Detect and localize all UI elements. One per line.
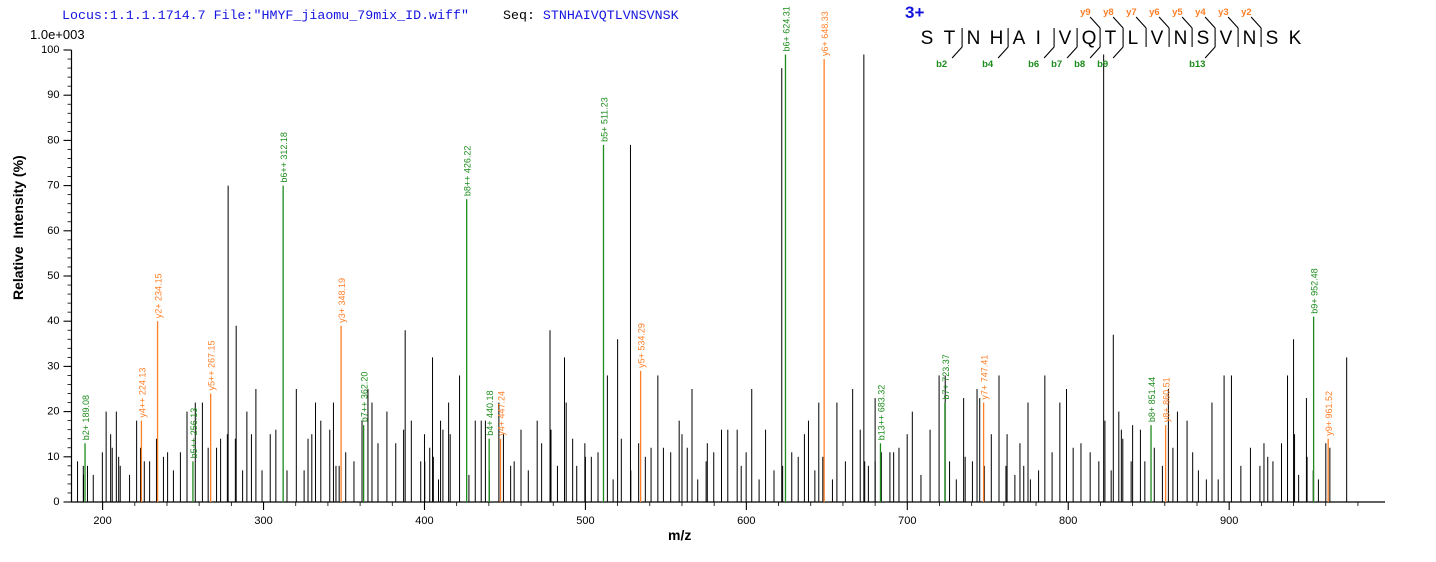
svg-text:30: 30 <box>47 360 59 372</box>
svg-text:b7+ 723.37: b7+ 723.37 <box>941 354 951 399</box>
svg-text:800: 800 <box>1059 515 1077 527</box>
svg-text:b7++ 362.20: b7++ 362.20 <box>360 372 370 423</box>
svg-text:10: 10 <box>47 451 59 463</box>
svg-text:y4+ 447.24: y4+ 447.24 <box>497 391 507 436</box>
svg-text:b13++ 683.32: b13++ 683.32 <box>876 385 886 441</box>
svg-text:b7: b7 <box>1051 59 1062 70</box>
svg-text:500: 500 <box>576 515 594 527</box>
svg-text:y4++ 224.13: y4++ 224.13 <box>137 368 147 418</box>
svg-text:40: 40 <box>47 315 59 327</box>
svg-text:300: 300 <box>254 515 272 527</box>
svg-text:b5+ 511.23: b5+ 511.23 <box>599 97 609 142</box>
svg-text:b2: b2 <box>936 59 947 70</box>
svg-text:900: 900 <box>1220 515 1238 527</box>
svg-text:90: 90 <box>47 89 59 101</box>
svg-text:y6+ 648.33: y6+ 648.33 <box>820 11 830 56</box>
svg-text:b9: b9 <box>1097 59 1108 70</box>
svg-text:y8+ 860.51: y8+ 860.51 <box>1162 377 1172 422</box>
svg-text:y5++ 267.15: y5++ 267.15 <box>207 340 217 390</box>
svg-text:b13: b13 <box>1189 59 1205 70</box>
svg-text:b8++ 426.22: b8++ 426.22 <box>463 146 473 197</box>
svg-text:b4+ 440.18: b4+ 440.18 <box>485 390 495 435</box>
svg-text:700: 700 <box>898 515 916 527</box>
svg-text:y5: y5 <box>1172 7 1183 18</box>
svg-text:200: 200 <box>93 515 111 527</box>
svg-text:y5+ 534.29: y5+ 534.29 <box>637 323 647 368</box>
svg-text:b9+ 952.48: b9+ 952.48 <box>1310 268 1320 313</box>
svg-text:y7+ 747.41: y7+ 747.41 <box>980 355 990 400</box>
svg-text:400: 400 <box>415 515 433 527</box>
svg-text:y3+ 348.19: y3+ 348.19 <box>337 278 347 323</box>
svg-text:y7: y7 <box>1126 7 1137 18</box>
svg-text:y4: y4 <box>1195 7 1206 18</box>
svg-text:y6: y6 <box>1149 7 1160 18</box>
svg-text:50: 50 <box>47 270 59 282</box>
svg-text:b4: b4 <box>982 59 994 70</box>
svg-text:b5++ 256.13: b5++ 256.13 <box>189 408 199 459</box>
svg-text:y8: y8 <box>1103 7 1114 18</box>
svg-text:y2: y2 <box>1241 7 1252 18</box>
svg-text:0: 0 <box>53 496 59 508</box>
svg-text:80: 80 <box>47 134 59 146</box>
svg-text:100: 100 <box>41 44 59 56</box>
svg-text:b6: b6 <box>1028 59 1039 70</box>
svg-text:b8+ 851.44: b8+ 851.44 <box>1147 377 1157 422</box>
svg-text:b8: b8 <box>1074 59 1085 70</box>
svg-text:b6++ 312.18: b6++ 312.18 <box>279 132 289 183</box>
svg-text:y9+ 961.52: y9+ 961.52 <box>1324 391 1334 436</box>
svg-text:b2+ 189.08: b2+ 189.08 <box>81 395 91 440</box>
svg-text:y2+ 234.15: y2+ 234.15 <box>154 273 164 318</box>
svg-text:60: 60 <box>47 225 59 237</box>
svg-text:y9: y9 <box>1080 7 1091 18</box>
svg-text:600: 600 <box>737 515 755 527</box>
svg-text:20: 20 <box>47 406 59 418</box>
svg-text:70: 70 <box>47 180 59 192</box>
svg-text:y3: y3 <box>1218 7 1229 18</box>
svg-text:b6+ 624.31: b6+ 624.31 <box>781 6 791 51</box>
